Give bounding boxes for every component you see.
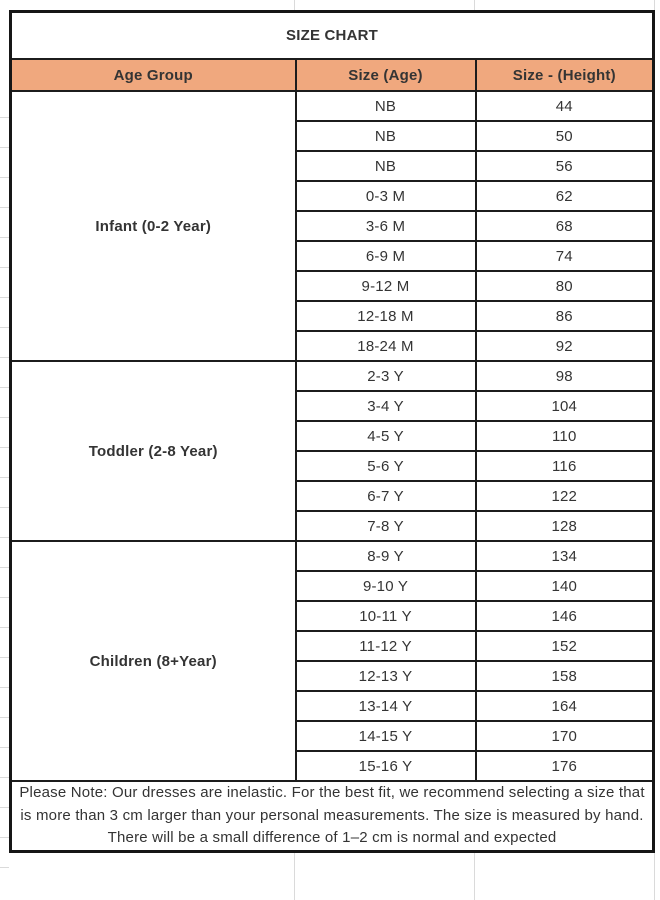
height-cell: 110	[474, 420, 655, 452]
height-cell: 158	[474, 660, 655, 692]
size-age-cell: 18-24 M	[294, 330, 477, 362]
age-group-cell-infant: Infant (0-2 Year)	[9, 90, 297, 362]
height-cell: 44	[474, 90, 655, 122]
size-age-cell: NB	[294, 120, 477, 152]
size-chart-table: SIZE CHART Age Group Size (Age) Size - (…	[9, 10, 656, 853]
table-row: 9-10 Y 140	[11, 570, 655, 602]
size-age-cell: 9-12 M	[294, 270, 477, 302]
table-row: Toddler (2-8 Year) 2-3 Y 98	[9, 360, 655, 542]
table-row: 12-13 Y 158	[11, 660, 655, 692]
note-row: Please Note: Our dresses are inelastic. …	[9, 780, 655, 852]
size-age-cell: 3-6 M	[294, 210, 477, 242]
height-cell: 146	[474, 600, 655, 632]
height-cell: 164	[474, 690, 655, 722]
excel-gridline-ticks	[0, 88, 9, 888]
page-title: SIZE CHART	[9, 10, 655, 60]
table-row: 13-14 Y 164	[11, 690, 655, 722]
note-text: Please Note: Our dresses are inelastic. …	[9, 780, 655, 852]
height-cell: 134	[474, 540, 655, 572]
size-age-cell: 2-3 Y	[294, 360, 477, 392]
header-row: Age Group Size (Age) Size - (Height)	[9, 58, 655, 92]
table-row: 18-24 M 92	[11, 330, 655, 362]
height-cell: 86	[474, 300, 655, 332]
height-cell: 98	[474, 360, 655, 392]
height-cell: 128	[474, 510, 655, 542]
table-row: 9-12 M 80	[11, 270, 655, 302]
size-age-cell: 3-4 Y	[294, 390, 477, 422]
size-age-cell: 11-12 Y	[294, 630, 477, 662]
table-row: 15-16 Y 176	[11, 750, 655, 782]
age-group-cell-children: Children (8+Year)	[9, 540, 297, 782]
size-age-cell: 7-8 Y	[294, 510, 477, 542]
height-cell: 56	[474, 150, 655, 182]
size-age-cell: 4-5 Y	[294, 420, 477, 452]
table-row: 7-8 Y 128	[11, 510, 655, 542]
height-cell: 122	[474, 480, 655, 512]
size-age-cell: 10-11 Y	[294, 600, 477, 632]
height-cell: 68	[474, 210, 655, 242]
table-row: 0-3 M 62	[11, 180, 655, 212]
height-cell: 92	[474, 330, 655, 362]
height-cell: 116	[474, 450, 655, 482]
size-age-cell: 12-13 Y	[294, 660, 477, 692]
height-cell: 104	[474, 390, 655, 422]
table-row: 3-6 M 68	[11, 210, 655, 242]
table-row: 5-6 Y 116	[11, 450, 655, 482]
size-age-cell: NB	[294, 90, 477, 122]
size-age-cell: 9-10 Y	[294, 570, 477, 602]
size-age-cell: 6-7 Y	[294, 480, 477, 512]
table-row: 4-5 Y 110	[11, 420, 655, 452]
table-row: 12-18 M 86	[11, 300, 655, 332]
table-row: 6-7 Y 122	[11, 480, 655, 512]
size-age-cell: 0-3 M	[294, 180, 477, 212]
height-cell: 80	[474, 270, 655, 302]
size-age-cell: 8-9 Y	[294, 540, 477, 572]
table-row: NB 56	[11, 150, 655, 182]
size-age-cell: 5-6 Y	[294, 450, 477, 482]
table-row: 10-11 Y 146	[11, 600, 655, 632]
height-cell: 170	[474, 720, 655, 752]
size-age-cell: NB	[294, 150, 477, 182]
height-cell: 176	[474, 750, 655, 782]
size-age-cell: 12-18 M	[294, 300, 477, 332]
size-age-cell: 15-16 Y	[294, 750, 477, 782]
table-row: 11-12 Y 152	[11, 630, 655, 662]
table-row: Children (8+Year) 8-9 Y 134	[9, 540, 655, 782]
size-age-cell: 13-14 Y	[294, 690, 477, 722]
table-row: NB 50	[11, 120, 655, 152]
height-cell: 140	[474, 570, 655, 602]
column-header-size-age: Size (Age)	[294, 58, 477, 92]
table-row: 3-4 Y 104	[11, 390, 655, 422]
table-row: 6-9 M 74	[11, 240, 655, 272]
table-row: 14-15 Y 170	[11, 720, 655, 752]
size-age-cell: 14-15 Y	[294, 720, 477, 752]
column-header-size-height: Size - (Height)	[474, 58, 655, 92]
table-row: Infant (0-2 Year) NB 44	[9, 90, 655, 362]
height-cell: 74	[474, 240, 655, 272]
size-age-cell: 6-9 M	[294, 240, 477, 272]
title-row: SIZE CHART	[9, 10, 655, 60]
age-group-cell-toddler: Toddler (2-8 Year)	[9, 360, 297, 542]
column-header-age-group: Age Group	[9, 58, 297, 92]
height-cell: 152	[474, 630, 655, 662]
height-cell: 62	[474, 180, 655, 212]
height-cell: 50	[474, 120, 655, 152]
